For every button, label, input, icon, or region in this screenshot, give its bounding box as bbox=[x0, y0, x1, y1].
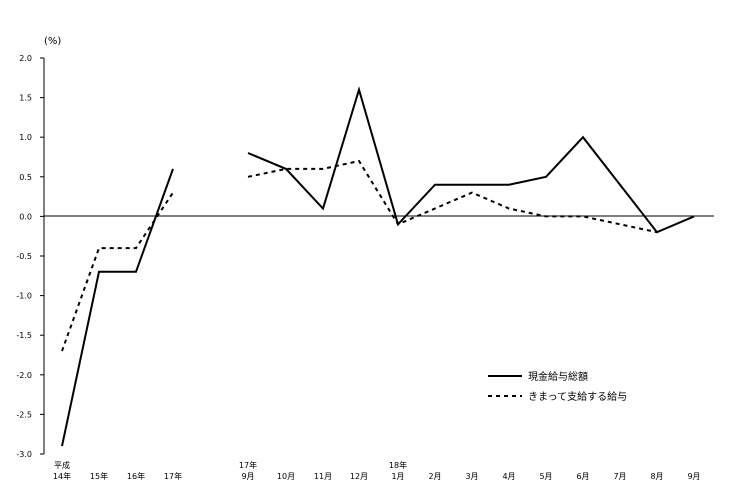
x-tick-label: 2月 bbox=[428, 472, 441, 481]
x-tick-label: 10月 bbox=[277, 472, 295, 481]
x-tick-label-top: 18年 bbox=[389, 460, 407, 470]
y-tick-label: -0.5 bbox=[16, 252, 32, 261]
series-1-line-segment-1 bbox=[61, 168, 174, 447]
series-1-line-segment-2 bbox=[247, 86, 695, 234]
legend: 現金給与総額 きまって支給する給与 bbox=[488, 370, 627, 403]
y-tick-label: 0.0 bbox=[19, 212, 32, 221]
y-tick-label: -2.5 bbox=[16, 410, 32, 419]
x-tick-label: 1月 bbox=[391, 472, 404, 481]
x-tick-label: 8月 bbox=[650, 472, 663, 481]
legend-label-series-1: 現金給与総額 bbox=[528, 370, 588, 383]
y-tick-label: -1.5 bbox=[16, 331, 32, 340]
series-2-line-segment-2 bbox=[247, 159, 658, 234]
x-tick-label: 9月 bbox=[687, 472, 700, 481]
x-tick-label: 9月 bbox=[241, 472, 254, 481]
x-tick-label: 7月 bbox=[613, 472, 626, 481]
x-tick-label: 6月 bbox=[576, 472, 589, 481]
x-tick-label: 15年 bbox=[90, 471, 108, 481]
y-tick-label: -1.0 bbox=[16, 292, 32, 301]
x-tick-label: 16年 bbox=[127, 471, 145, 481]
series-lines bbox=[61, 86, 695, 447]
y-tick-label: 1.5 bbox=[19, 94, 32, 103]
legend-label-series-2: きまって支給する給与 bbox=[528, 390, 627, 403]
y-tick-label: 2.0 bbox=[19, 54, 32, 63]
x-tick-label: 5月 bbox=[539, 472, 552, 481]
y-tick-label: 1.0 bbox=[19, 133, 32, 142]
x-tick-label-top: 17年 bbox=[239, 460, 257, 470]
series-2-line-segment-1 bbox=[61, 192, 174, 352]
x-tick-label-top: 平成 bbox=[54, 460, 70, 470]
x-tick-label: 17年 bbox=[164, 471, 182, 481]
x-tick-label: 12月 bbox=[350, 472, 368, 481]
y-ticks: 2.0 1.5 1.0 0.5 0.0 -0.5 -1.0 -1.5 -2.0 -2.5 -3.0 bbox=[16, 54, 44, 459]
y-tick-label: -2.0 bbox=[16, 371, 32, 380]
y-tick-label: 0.5 bbox=[19, 173, 32, 182]
x-tick-label: 11月 bbox=[314, 472, 332, 481]
x-tick-label: 3月 bbox=[465, 472, 478, 481]
y-unit-label: (%) bbox=[44, 36, 61, 47]
y-tick-label: -3.0 bbox=[16, 450, 32, 459]
x-tick-label: 4月 bbox=[502, 472, 515, 481]
x-tick-label: 14年 bbox=[53, 471, 71, 481]
